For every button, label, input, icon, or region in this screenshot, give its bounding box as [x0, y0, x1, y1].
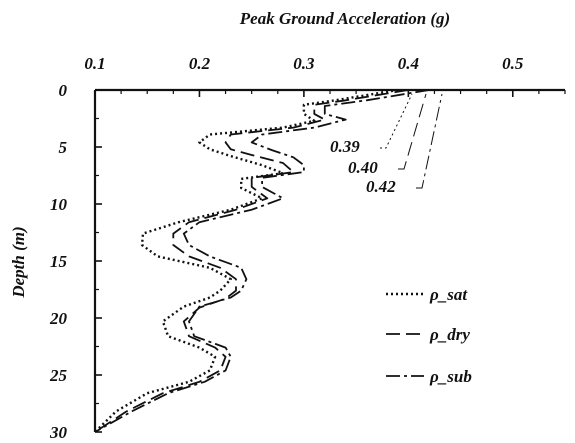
annotation-label: 0.42: [366, 177, 396, 196]
y-tick-label: 30: [49, 423, 68, 442]
annotation-label: 0.39: [330, 137, 360, 156]
y-tick-label: 15: [50, 252, 68, 271]
y-tick-label: 25: [49, 366, 68, 385]
series-lines: [94, 88, 430, 433]
x-tick-label: 0.3: [293, 54, 315, 73]
legend-label: ρ_sub: [429, 367, 472, 386]
legend-label: ρ_dry: [429, 325, 470, 344]
legend-label: ρ_sat: [429, 285, 468, 304]
x-tick-label: 0.1: [84, 54, 105, 73]
annotation-leader-line: [380, 93, 413, 149]
y-tick-label: 0: [59, 81, 68, 100]
series-line: [94, 88, 399, 433]
series-line: [94, 89, 409, 433]
y-axis-title: Depth (m): [9, 226, 28, 298]
x-tick-labels: 0.1 0.2 0.3 0.4 0.5: [84, 54, 566, 97]
y-tick-labels: 0 5 10 15 20 25 30: [49, 81, 102, 442]
y-tick-label: 10: [50, 195, 68, 214]
y-tick-label: 20: [49, 309, 68, 328]
x-tick-label: 0.2: [189, 54, 211, 73]
x-axis-title: Peak Ground Acceleration (g): [239, 9, 450, 28]
series-line: [94, 89, 430, 433]
x-tick-label: 0.5: [502, 54, 524, 73]
y-tick-label: 5: [59, 138, 68, 157]
annotation-leader-line: [416, 93, 443, 189]
annotation-label: 0.40: [348, 158, 378, 177]
annotation-leader-line: [398, 93, 427, 170]
legend: ρ_sat ρ_dry ρ_sub: [386, 285, 472, 386]
value-annotations: 0.39 0.400.42: [330, 93, 443, 196]
x-tick-label: 0.4: [398, 54, 419, 73]
